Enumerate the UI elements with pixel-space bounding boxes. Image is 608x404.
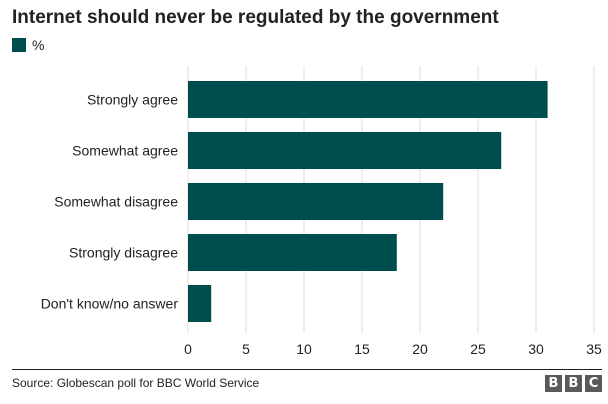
source-note: Source: Globescan poll for BBC World Ser…: [12, 376, 260, 390]
category-label: Strongly agree: [87, 92, 178, 108]
category-label: Strongly disagree: [69, 245, 178, 261]
bar-chart: Strongly agree Somewhat agree Somewhat dis…: [41, 66, 602, 357]
x-axis-ticks: 0 5 10 15 20 25 30 35: [184, 341, 602, 357]
x-tick-label: 20: [412, 341, 428, 357]
footer-divider: [12, 369, 602, 370]
category-labels: Strongly agree Somewhat agree Somewhat dis…: [41, 92, 179, 312]
x-tick-label: 10: [296, 341, 312, 357]
bbc-logo-letter: B: [565, 375, 582, 392]
bbc-logo-letter: C: [585, 375, 602, 392]
x-tick-label: 0: [184, 341, 192, 357]
x-tick-label: 25: [470, 341, 486, 357]
bar: [188, 183, 444, 220]
bar: [188, 234, 397, 271]
x-tick-label: 5: [242, 341, 250, 357]
legend-label: %: [32, 37, 45, 53]
bars: [188, 81, 548, 322]
category-label: Somewhat disagree: [54, 194, 178, 210]
bbc-logo-letter: B: [545, 375, 562, 392]
bar: [188, 285, 212, 322]
x-tick-label: 30: [528, 341, 544, 357]
bar: [188, 81, 548, 118]
bbc-logo: B B C: [545, 375, 602, 392]
bar: [188, 132, 502, 169]
chart-title: Internet should never be regulated by th…: [12, 7, 499, 28]
x-tick-label: 15: [354, 341, 370, 357]
category-label: Somewhat agree: [72, 143, 178, 159]
legend-swatch: [12, 38, 26, 52]
x-tick-label: 35: [586, 341, 602, 357]
legend: %: [12, 37, 44, 53]
category-label: Don't know/no answer: [41, 296, 179, 312]
